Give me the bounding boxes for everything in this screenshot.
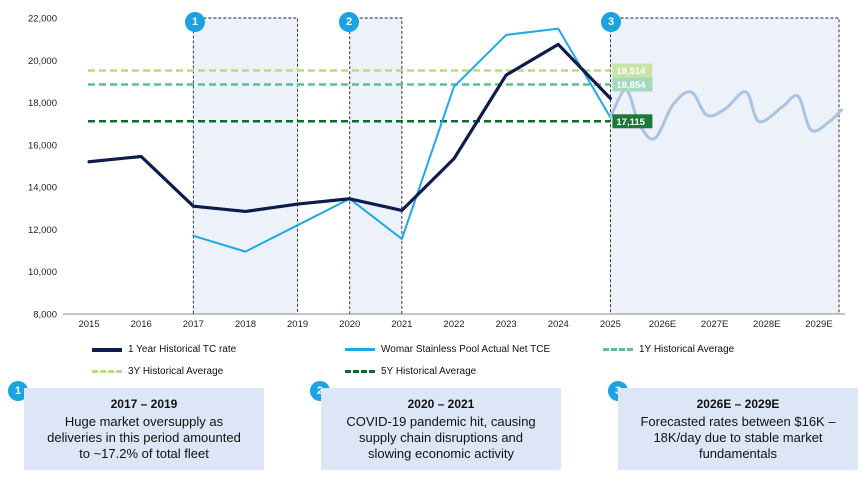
x-tick-label: 2023 bbox=[496, 319, 517, 330]
note-title: 2017 – 2019 bbox=[110, 397, 178, 411]
legend-swatch bbox=[92, 347, 122, 352]
y-tick-label: 14,000 bbox=[28, 183, 57, 194]
note-text: Huge market oversupply as deliveries in … bbox=[47, 414, 241, 461]
x-tick-label: 2028E bbox=[753, 319, 780, 330]
y-tick-label: 12,000 bbox=[28, 225, 57, 236]
average-value-label: 18,854 bbox=[616, 80, 646, 91]
average-lines bbox=[88, 69, 611, 123]
legend-item-1y-tc: 1 Year Historical TC rate bbox=[92, 344, 236, 355]
series-1y-tc-line bbox=[87, 42, 613, 214]
chart-badge-1: 1 bbox=[185, 12, 205, 32]
legend-item-5y-average: 5Y Historical Average bbox=[345, 366, 476, 377]
x-tick-label: 2021 bbox=[391, 319, 412, 330]
note-title: 2026E – 2029E bbox=[696, 397, 780, 411]
y-tick-label: 16,000 bbox=[28, 140, 57, 151]
line-chart: 8,000 10,000 12,000 14,000 16,000 18,000 20,00… bbox=[28, 14, 845, 330]
axes: 8,000 10,000 12,000 14,000 16,000 18,000 20,00… bbox=[28, 14, 845, 330]
highlight-region-2 bbox=[349, 17, 403, 315]
note-text: Forecasted rates between $16K – 18K/day … bbox=[640, 414, 836, 461]
x-tick-label: 2025 bbox=[600, 319, 621, 330]
x-tick-label: 2029E bbox=[805, 319, 832, 330]
x-tick-label: 2020 bbox=[339, 319, 360, 330]
y-tick-label: 8,000 bbox=[33, 310, 57, 321]
average-label-bg bbox=[612, 77, 653, 92]
note-badge-1: 1 bbox=[8, 381, 28, 401]
legend-label: 1 Year Historical TC rate bbox=[128, 344, 237, 355]
legend-swatch bbox=[92, 370, 122, 373]
legend-label: 5Y Historical Average bbox=[381, 366, 477, 377]
x-tick-label: 2019 bbox=[287, 319, 308, 330]
legend-swatch bbox=[603, 348, 633, 351]
chart-badge-2: 2 bbox=[339, 12, 359, 32]
series-lines bbox=[87, 27, 844, 253]
average-label-bg bbox=[612, 114, 653, 129]
x-tick-label: 2027E bbox=[701, 319, 728, 330]
legend-item-1y-average: 1Y Historical Average bbox=[603, 344, 734, 355]
series-forecast-line bbox=[609, 88, 844, 141]
legend-item-womar-tce: Womar Stainless Pool Actual Net TCE bbox=[345, 344, 550, 355]
y-tick-label: 22,000 bbox=[28, 14, 57, 25]
note-title: 2020 – 2021 bbox=[407, 397, 475, 411]
series-womar-tce-line bbox=[192, 27, 612, 253]
legend-item-3y-average: 3Y Historical Average bbox=[92, 366, 223, 377]
highlight-region-1 bbox=[192, 17, 299, 315]
note-box-2: 2020 – 2021 COVID-19 pandemic hit, causi… bbox=[321, 388, 561, 470]
x-tick-label: 2015 bbox=[78, 319, 99, 330]
y-tick-label: 10,000 bbox=[28, 267, 57, 278]
x-tick-label: 2022 bbox=[443, 319, 464, 330]
x-tick-label: 2024 bbox=[548, 319, 569, 330]
chart-badge-3: 3 bbox=[601, 12, 621, 32]
legend-label: Womar Stainless Pool Actual Net TCE bbox=[381, 344, 551, 355]
legend-label: 1Y Historical Average bbox=[639, 344, 735, 355]
note-text: COVID-19 pandemic hit, causing supply ch… bbox=[346, 414, 536, 461]
note-box-1: 2017 – 2019 Huge market oversupply as de… bbox=[24, 388, 264, 470]
legend-swatch bbox=[345, 370, 375, 373]
x-tick-label: 2018 bbox=[235, 319, 256, 330]
y-tick-label: 18,000 bbox=[28, 98, 57, 109]
average-value-label: 19,514 bbox=[616, 66, 646, 77]
x-tick-label: 2026E bbox=[649, 319, 676, 330]
x-tick-label: 2017 bbox=[183, 319, 204, 330]
highlight-regions bbox=[192, 17, 840, 315]
average-value-label: 17,115 bbox=[616, 117, 645, 128]
x-tick-label: 2016 bbox=[131, 319, 152, 330]
note-box-3: 2026E – 2029E Forecasted rates between $… bbox=[618, 388, 858, 470]
average-label-bg bbox=[612, 63, 653, 78]
y-tick-label: 20,000 bbox=[28, 56, 57, 67]
legend-swatch bbox=[345, 348, 375, 351]
highlight-region-3 bbox=[609, 17, 840, 315]
legend-label: 3Y Historical Average bbox=[128, 366, 224, 377]
average-labels: 18,854 19,514 17,115 bbox=[612, 63, 653, 129]
